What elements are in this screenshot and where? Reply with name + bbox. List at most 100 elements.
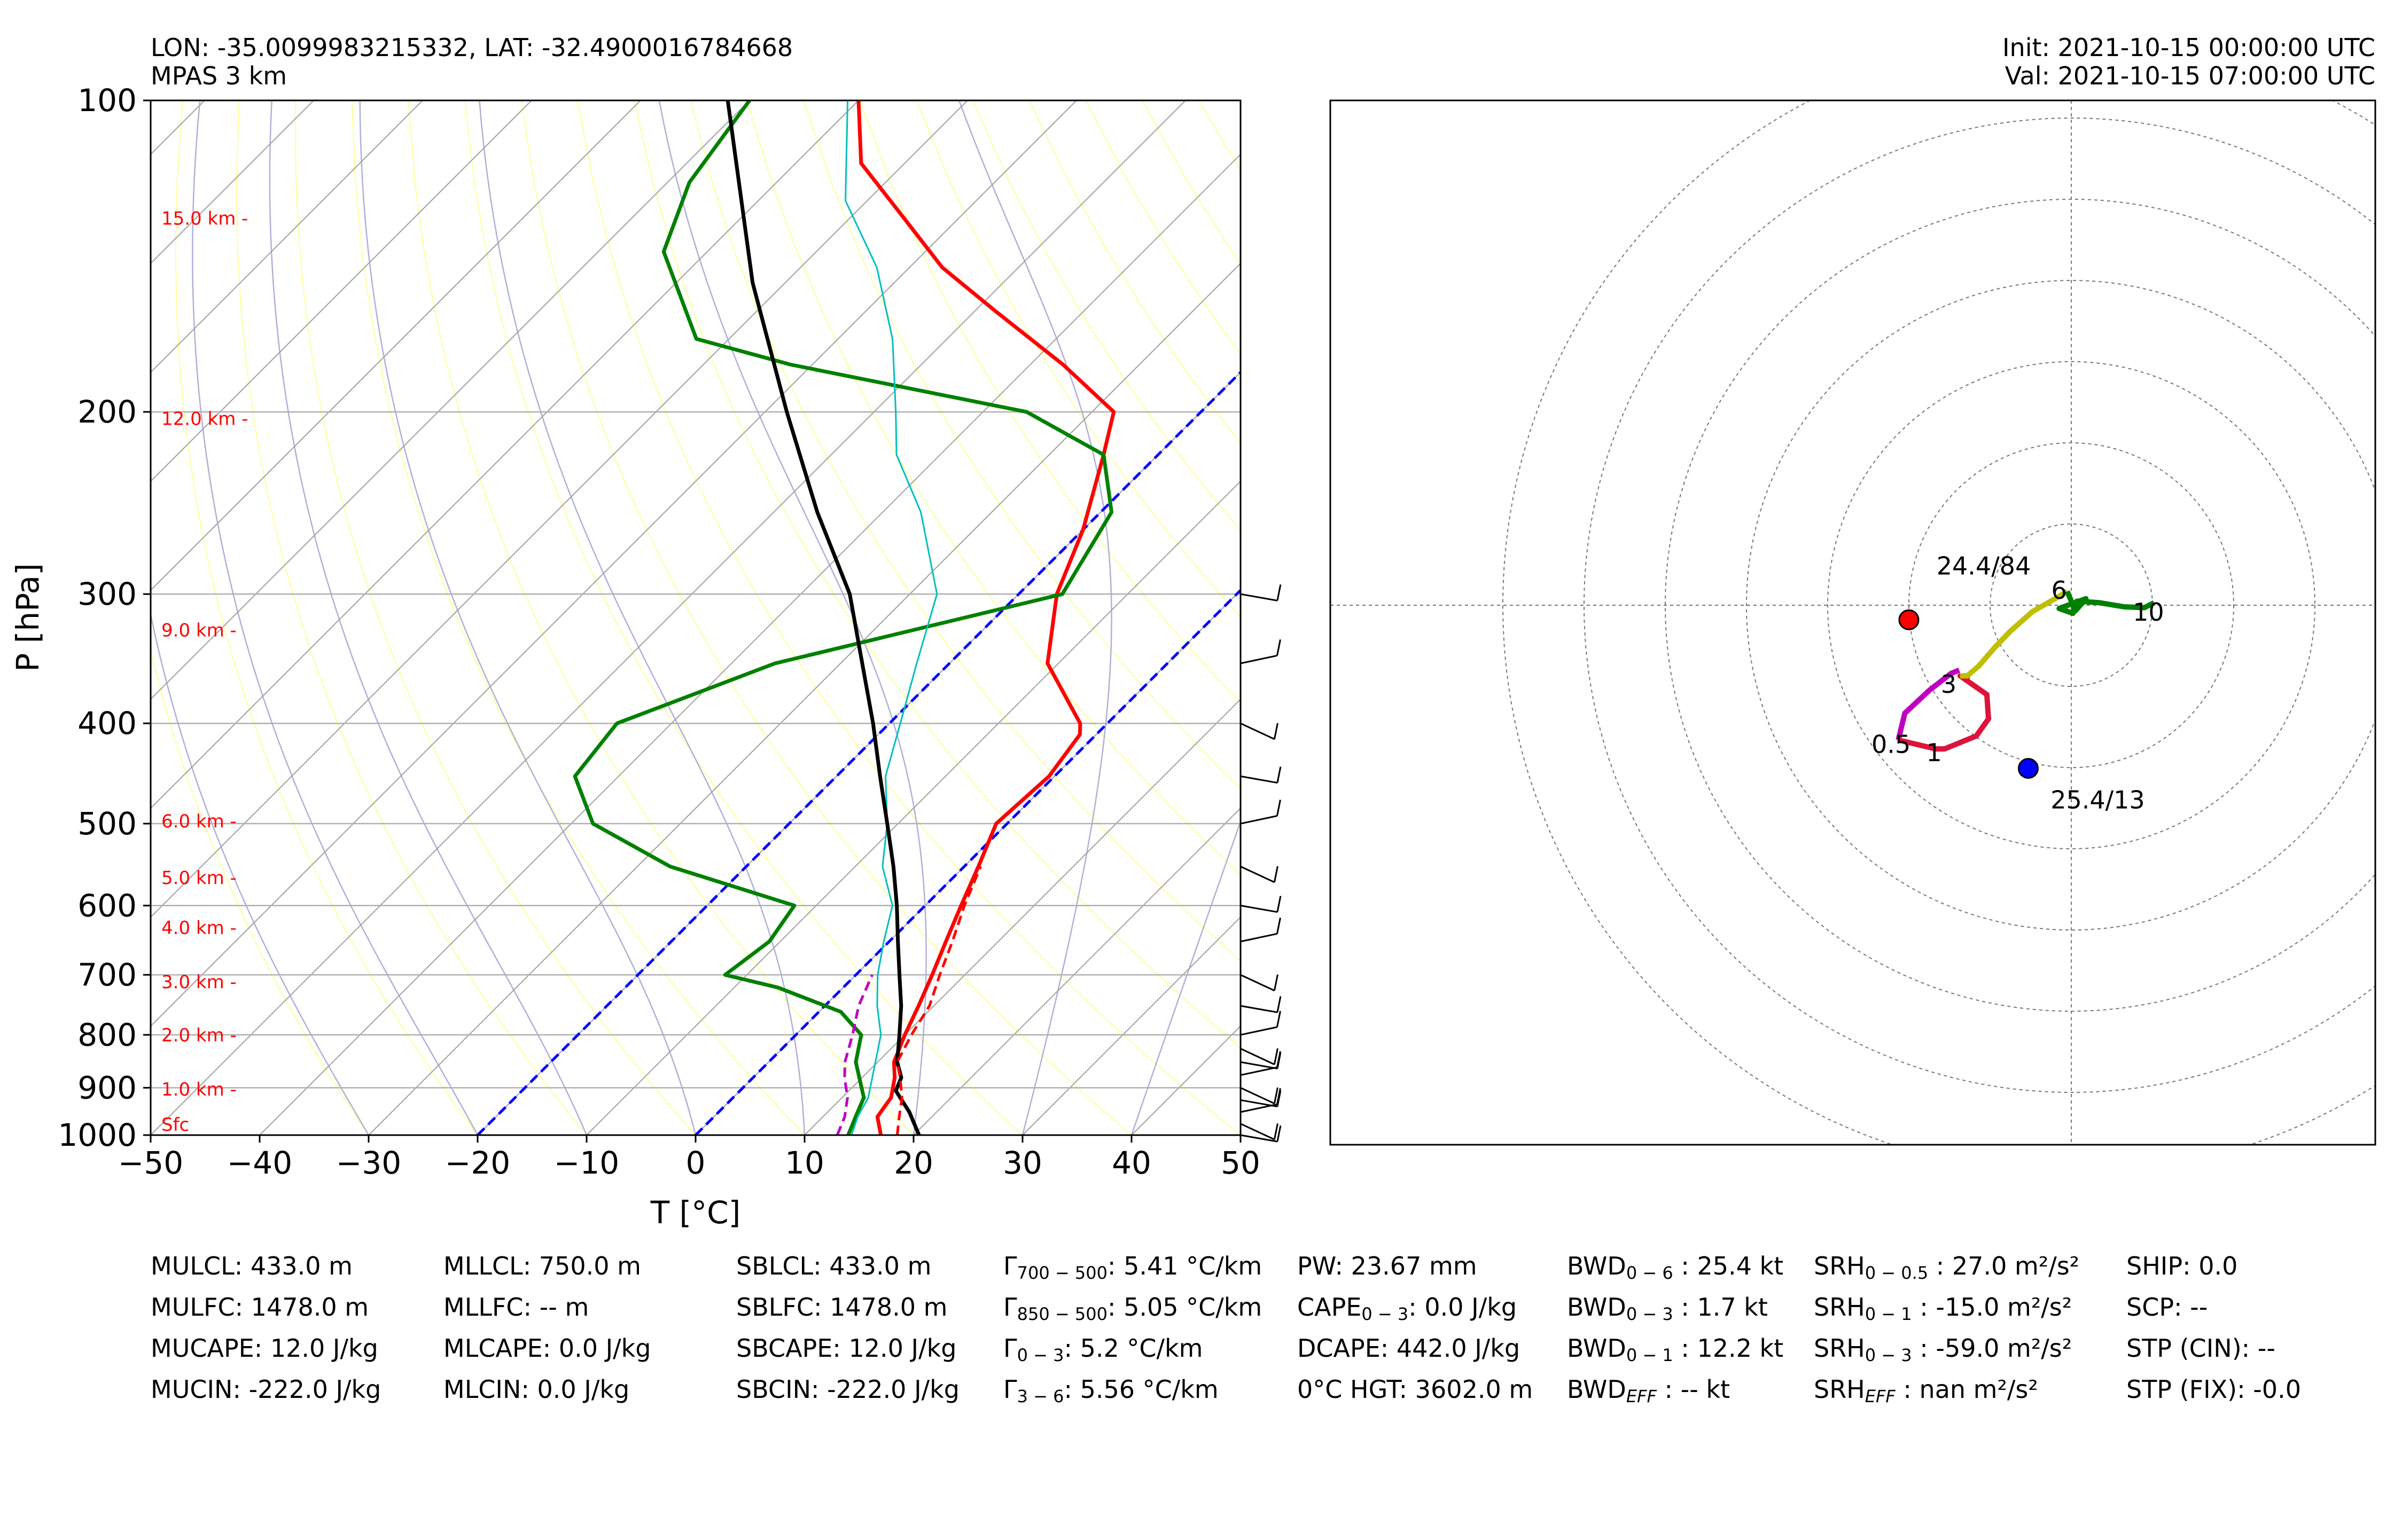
isotherm xyxy=(151,100,968,918)
index-subscript: 700 − 500 xyxy=(1017,1263,1108,1283)
index-number: : 5.2 °C/km xyxy=(1064,1334,1203,1363)
x-tick-label: 50 xyxy=(1221,1145,1260,1181)
index-symbol: SRH xyxy=(1814,1293,1865,1322)
index-subscript: 0 − 3 xyxy=(1865,1345,1912,1365)
index-value: SCP: -- xyxy=(2126,1293,2208,1322)
dry-adiabat xyxy=(520,100,1132,1135)
index-number: : 5.41 °C/km xyxy=(1107,1252,1262,1280)
zero-isotherm-line xyxy=(695,588,1241,1135)
wind-barb-staff xyxy=(1240,865,1275,884)
skew-t-diagram: 15.0 km - 12.0 km - 9.0 km - 6.0 km - 5.0 km… xyxy=(10,82,1282,1231)
x-tick-label: −30 xyxy=(336,1145,401,1181)
index-value: SRH0 − 0.5 : 27.0 m²/s² xyxy=(1814,1252,2079,1283)
isotherm xyxy=(151,100,641,591)
wind-barb-flag xyxy=(1276,767,1282,783)
dry-adiabat xyxy=(351,100,805,1135)
x-tick-label: −50 xyxy=(118,1145,183,1181)
wind-barb-flag xyxy=(1276,917,1281,934)
index-subscript: 850 − 500 xyxy=(1017,1304,1108,1324)
x-tick-label: −40 xyxy=(227,1145,292,1181)
isotherm xyxy=(151,100,1186,1135)
wind-barb xyxy=(1240,896,1282,913)
index-symbol: SRH xyxy=(1814,1334,1865,1363)
moist-adiabat xyxy=(359,100,697,1135)
index-value: 0°C HGT: 3602.0 m xyxy=(1297,1375,1533,1404)
moist-adiabat xyxy=(1130,819,1241,1135)
index-value: BWD0 − 1 : 12.2 kt xyxy=(1567,1334,1783,1365)
y-tick-label: 500 xyxy=(77,806,137,842)
index-value: SBLCL: 433.0 m xyxy=(736,1252,932,1280)
index-value: SRH0 − 1 : -15.0 m²/s² xyxy=(1814,1293,2072,1324)
wind-barb-flag xyxy=(1273,866,1278,882)
wind-barb-flag xyxy=(1276,1088,1281,1105)
hodograph-ring xyxy=(1827,361,2315,849)
dry-adiabat xyxy=(175,100,478,1135)
index-symbol: Γ xyxy=(1003,1375,1017,1404)
y-tick-label: 1000 xyxy=(58,1117,137,1153)
wind-barb-flag xyxy=(1276,800,1281,816)
y-tick-label: 200 xyxy=(77,394,137,430)
height-label: 3.0 km - xyxy=(161,972,237,993)
height-label: Sfc xyxy=(161,1114,189,1136)
dry-adiabat xyxy=(859,100,1241,704)
right-mover-marker xyxy=(1898,609,1920,630)
left-mover-marker xyxy=(2017,758,2039,779)
location-label: LON: -35.0099983215332, LAT: -32.4900016… xyxy=(151,33,793,62)
dry-adiabat xyxy=(803,100,1241,789)
dry-adiabat xyxy=(295,100,696,1135)
wind-barb xyxy=(1240,767,1282,784)
hodograph-segment xyxy=(2056,590,2156,616)
y-tick-label: 600 xyxy=(77,887,137,924)
index-subscript: 0 − 6 xyxy=(1626,1263,1673,1283)
hodograph-frame xyxy=(1329,99,2376,1146)
dry-adiabat xyxy=(236,100,587,1135)
wind-barb xyxy=(1240,1047,1278,1066)
index-symbol: Γ xyxy=(1003,1334,1017,1363)
index-value: CAPE0 − 3: 0.0 J/kg xyxy=(1297,1293,1517,1324)
index-value: MULCL: 433.0 m xyxy=(151,1252,353,1280)
index-subscript: 0 − 1 xyxy=(1626,1345,1673,1365)
dry-adiabat xyxy=(151,648,369,1135)
index-value: STP (CIN): -- xyxy=(2126,1334,2275,1363)
isotherm xyxy=(368,262,1241,1135)
zero-isotherm-line xyxy=(477,370,1241,1135)
index-value: Γ850 − 500: 5.05 °C/km xyxy=(1003,1293,1262,1324)
wind-barb xyxy=(1240,1123,1278,1140)
moist-adiabat xyxy=(269,100,588,1135)
index-value: SBCIN: -222.0 J/kg xyxy=(736,1375,960,1404)
hodograph-height-label: 1 xyxy=(1926,738,1941,767)
height-label: 12.0 km - xyxy=(161,409,248,430)
wind-barb-flag xyxy=(1276,996,1282,1013)
index-symbol: BWD xyxy=(1567,1375,1626,1404)
height-label: 6.0 km - xyxy=(161,811,237,832)
y-tick-label: 700 xyxy=(77,957,137,993)
y-tick-label: 100 xyxy=(77,82,137,119)
wind-barb xyxy=(1240,1051,1281,1076)
wind-barb-flag xyxy=(1276,896,1282,912)
index-value: BWD0 − 6 : 25.4 kt xyxy=(1567,1252,1783,1283)
wind-barb xyxy=(1240,1125,1282,1143)
isotherm xyxy=(151,100,750,700)
dry-adiabat xyxy=(634,100,1241,1049)
index-number: : -- kt xyxy=(1656,1375,1730,1404)
index-subscript: 0 − 3 xyxy=(1626,1304,1673,1324)
index-value: SBCAPE: 12.0 J/kg xyxy=(736,1334,957,1363)
y-tick-label: 300 xyxy=(77,576,137,612)
wind-barb-staff xyxy=(1240,1047,1275,1066)
index-subscript: 0 − 1 xyxy=(1865,1304,1912,1324)
dry-adiabat xyxy=(972,100,1241,531)
wind-barb-staff xyxy=(1240,904,1278,913)
index-number: : -15.0 m²/s² xyxy=(1912,1293,2072,1322)
index-subscript: 0 − 0.5 xyxy=(1865,1263,1929,1283)
x-tick-label: 0 xyxy=(686,1145,706,1181)
index-symbol: Γ xyxy=(1003,1293,1017,1322)
dry-adiabat xyxy=(408,100,914,1135)
height-label: 15.0 km - xyxy=(161,208,248,230)
height-label: 1.0 km - xyxy=(161,1079,237,1100)
index-symbol: BWD xyxy=(1567,1334,1626,1363)
wind-barb xyxy=(1240,1011,1281,1036)
wind-barb-staff xyxy=(1240,1005,1278,1013)
wind-barb xyxy=(1240,974,1278,991)
